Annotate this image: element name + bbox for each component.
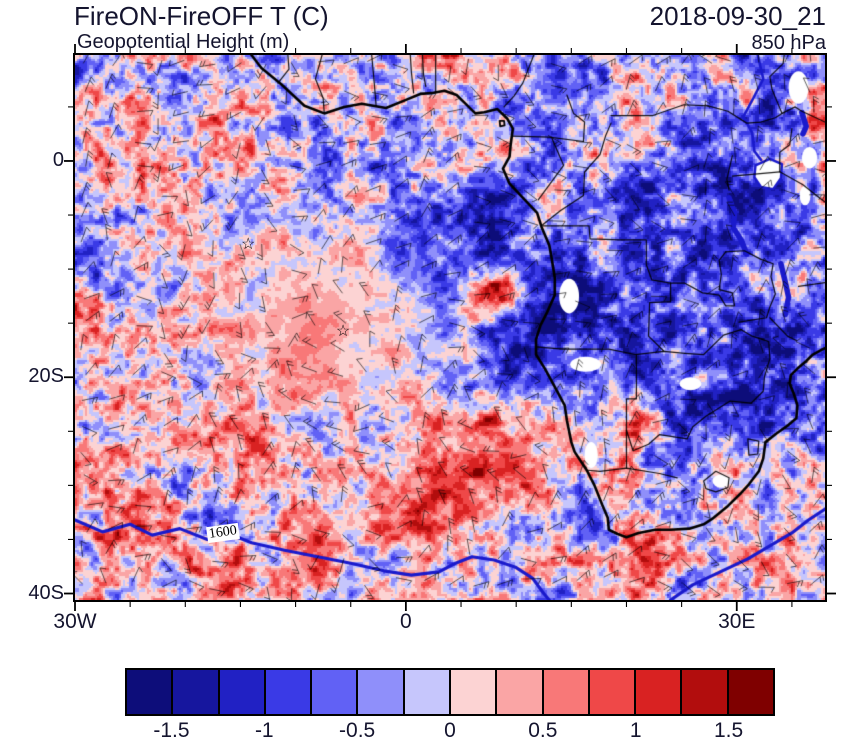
temperature-anomaly-map — [75, 55, 825, 600]
plot-pressure-level: 850 hPa — [751, 32, 826, 54]
st-helena-star: ☆ — [335, 323, 351, 341]
colorbar-cell — [356, 668, 405, 716]
colorbar — [125, 668, 775, 716]
colorbar-cell — [402, 668, 451, 716]
colorbar-cell — [171, 668, 220, 716]
y-axis-label: 40S — [28, 581, 64, 604]
x-axis-label: 30W — [53, 610, 97, 633]
colorbar-cell — [634, 668, 683, 716]
x-axis-label: 0 — [400, 610, 412, 633]
colorbar-cell — [263, 668, 313, 716]
colorbar-tick-label: 0 — [444, 719, 456, 742]
colorbar-cell — [310, 668, 359, 716]
colorbar-tick-label: 0.5 — [528, 719, 558, 742]
colorbar-cell — [726, 668, 775, 716]
colorbar-cell — [541, 668, 590, 716]
colorbar-cell — [495, 668, 544, 716]
colorbar-cell — [680, 668, 729, 716]
plot-title: FireON-FireOFF T (C) — [74, 1, 329, 31]
y-axis-label: 20S — [28, 365, 64, 388]
y-axis-label: 0 — [52, 148, 64, 171]
colorbar-cell — [587, 668, 637, 716]
x-axis-label: 30E — [718, 610, 756, 633]
colorbar-tick-label: -1.5 — [153, 719, 190, 742]
plot-datetime: 2018-09-30_21 — [649, 1, 826, 31]
plot-subtitle: Geopotential Height (m) — [77, 31, 290, 53]
ascension-island-star: ☆ — [240, 236, 256, 254]
colorbar-cell — [125, 668, 174, 716]
colorbar-cell — [448, 668, 498, 716]
colorbar-cell — [217, 668, 266, 716]
colorbar-tick-label: -0.5 — [339, 719, 376, 742]
colorbar-tick-label: -1 — [254, 719, 274, 742]
colorbar-tick-label: 1.5 — [713, 719, 744, 742]
colorbar-tick-label: 1 — [629, 719, 642, 742]
map-panel — [73, 53, 827, 602]
